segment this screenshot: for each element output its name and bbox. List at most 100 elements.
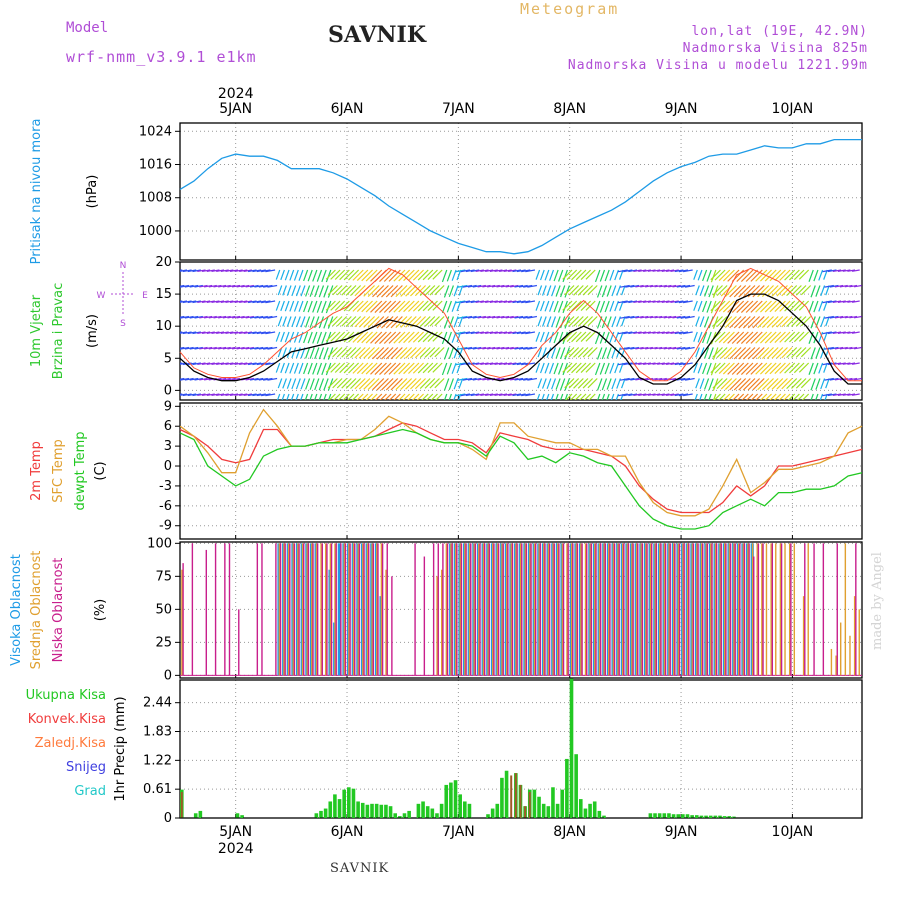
wind-arrow xyxy=(367,316,380,329)
wind-arrow xyxy=(189,346,199,350)
wind-arrow xyxy=(451,300,457,312)
cloud-bar xyxy=(473,543,475,676)
wind-arrow xyxy=(657,300,665,303)
wind-arrow xyxy=(750,300,763,313)
wind-arrow xyxy=(678,300,689,304)
wind-arrow xyxy=(712,378,723,389)
y-axis-label: (%) xyxy=(93,599,108,622)
wind-arrow xyxy=(654,346,663,350)
wind-arrow xyxy=(537,316,543,327)
pressure-series-line xyxy=(179,138,862,255)
precip-bar xyxy=(486,814,490,818)
wind-arrow xyxy=(201,393,211,397)
wind-arrow xyxy=(300,378,306,390)
wind-arrow xyxy=(516,269,526,273)
wind-arrow xyxy=(206,393,215,397)
wind-arrow xyxy=(388,362,401,375)
wind-arrow xyxy=(365,362,378,375)
wind-arrow xyxy=(430,393,438,400)
wind-arrow xyxy=(676,346,686,350)
cloud-bar xyxy=(539,543,542,676)
cloud-bar xyxy=(649,543,652,676)
wind-arrow xyxy=(180,377,190,381)
wind-arrow xyxy=(503,300,512,304)
wind-arrow xyxy=(222,346,231,350)
cloud-bar xyxy=(214,543,217,676)
date-label-top: 5JAN xyxy=(219,101,252,117)
wind-arrow xyxy=(800,285,812,296)
y-tick-label: 20 xyxy=(155,255,172,270)
cloud-bar xyxy=(715,543,718,676)
wind-arrow xyxy=(398,300,411,313)
wind-arrow xyxy=(197,362,206,366)
wind-arrow xyxy=(625,377,635,381)
wind-arrow xyxy=(645,346,654,350)
wind-arrow xyxy=(842,300,851,303)
wind-arrow xyxy=(724,316,737,329)
cloud-bar xyxy=(482,543,485,676)
wind-arrow xyxy=(180,346,185,349)
wind-arrow xyxy=(815,347,821,359)
wind-arrow xyxy=(535,269,541,280)
wind-arrow xyxy=(254,346,264,350)
wind-arrow xyxy=(764,331,777,344)
wind-arrow xyxy=(379,331,392,345)
wind-arrow xyxy=(564,316,575,327)
cloud-bar xyxy=(297,543,299,676)
wind-arrow xyxy=(702,269,708,282)
wind-arrow xyxy=(525,362,536,366)
cloud-bar xyxy=(753,556,755,676)
wind-arrow xyxy=(568,316,580,327)
wind-arrow xyxy=(774,331,786,344)
wind-arrow xyxy=(645,284,654,288)
y-tick-label: 6 xyxy=(164,419,172,434)
wind-arrow xyxy=(334,269,346,280)
wind-arrow xyxy=(560,285,566,298)
wind-arrow xyxy=(562,300,573,311)
wind-arrow xyxy=(341,316,352,327)
wind-arrow xyxy=(254,284,264,288)
wind-arrow xyxy=(682,331,693,335)
wind-arrow xyxy=(738,316,751,329)
wind-arrow xyxy=(358,378,371,390)
wind-arrow xyxy=(457,315,468,319)
wind-arrow xyxy=(766,316,779,328)
precip-bar xyxy=(328,801,333,818)
wind-arrow xyxy=(571,300,582,312)
wind-arrow xyxy=(773,393,782,400)
cloud-bar xyxy=(292,543,294,676)
wind-arrow xyxy=(771,378,784,390)
wind-arrow xyxy=(441,269,448,283)
wind-arrow xyxy=(456,300,462,312)
wind-arrow xyxy=(714,269,726,281)
cloud-bar xyxy=(598,543,601,676)
wind-arrow xyxy=(432,362,443,373)
wind-arrow xyxy=(348,362,360,374)
cloud-bar xyxy=(594,543,596,676)
cloud-bar xyxy=(686,543,689,676)
wind-arrow xyxy=(839,315,848,319)
wind-arrow xyxy=(674,393,684,397)
wind-arrow xyxy=(304,393,309,400)
wind-arrow xyxy=(332,285,343,296)
wind-arrow xyxy=(755,300,768,313)
wind-arrow xyxy=(815,285,821,297)
wind-arrow xyxy=(451,269,457,281)
wind-arrow xyxy=(575,269,587,281)
wind-arrow xyxy=(489,300,498,303)
cloud-bar xyxy=(362,543,364,676)
wind-arrow xyxy=(510,284,519,288)
precip-bar xyxy=(694,815,699,818)
wind-arrow xyxy=(580,331,592,342)
wind-arrow xyxy=(327,316,338,327)
wind-arrow xyxy=(713,393,721,400)
wind-arrow xyxy=(383,331,397,344)
wind-arrow xyxy=(680,377,691,381)
wind-arrow xyxy=(374,300,387,313)
wind-arrow xyxy=(565,393,573,400)
wind-arrow xyxy=(575,300,587,312)
wind-arrow xyxy=(697,331,703,343)
wind-arrow xyxy=(180,393,183,396)
